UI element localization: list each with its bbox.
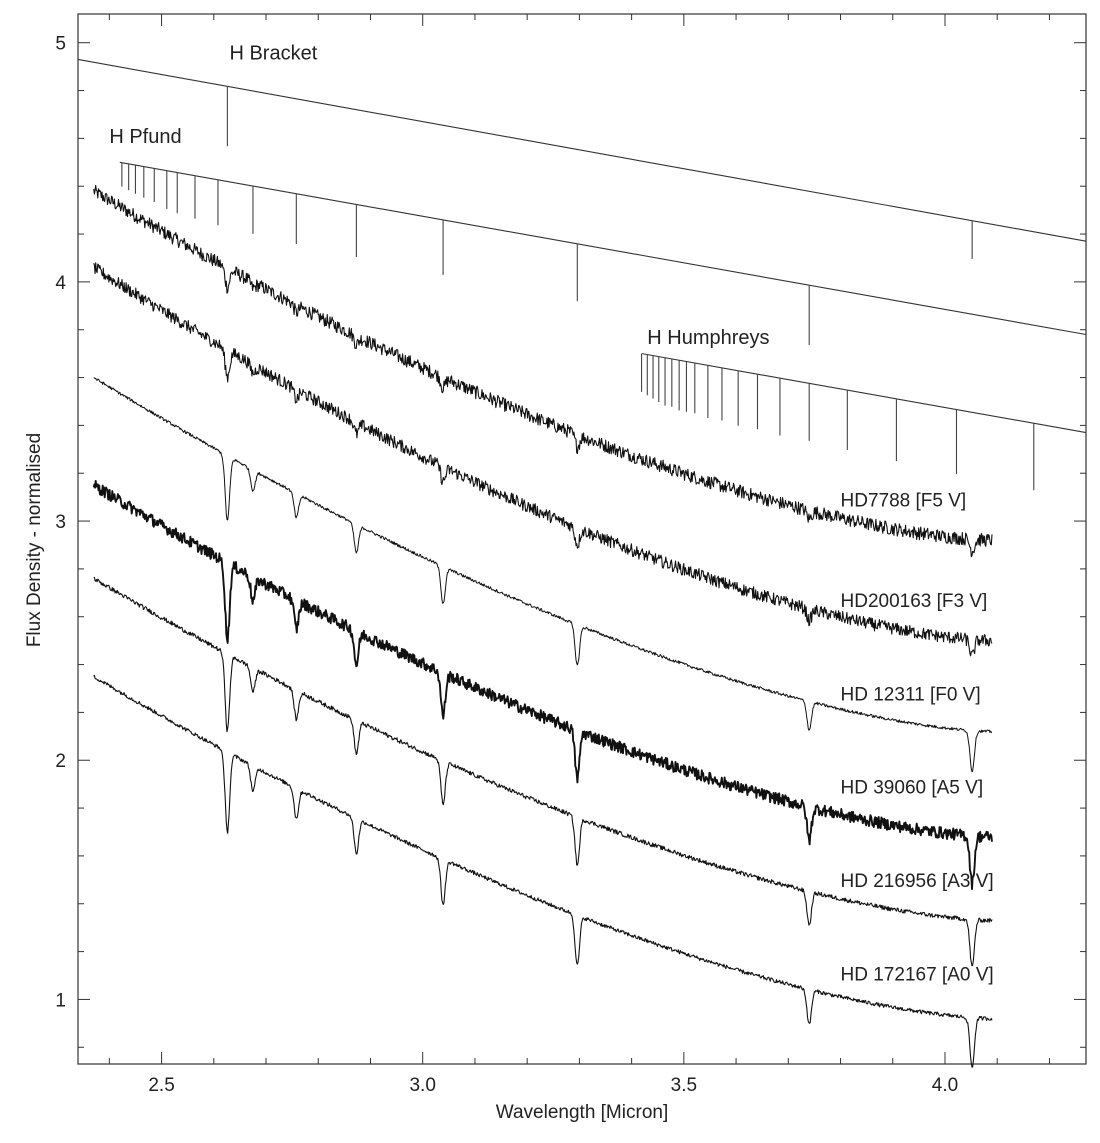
x-tick-label: 3.0 xyxy=(409,1075,435,1096)
spectrum-line xyxy=(93,377,993,773)
spectrum-line xyxy=(92,479,993,891)
series-label: HD 216956 [A3 V] xyxy=(841,871,994,892)
y-tick-label: 1 xyxy=(55,990,66,1011)
series-label: HD 39060 [A5 V] xyxy=(841,778,984,799)
spectrum-line xyxy=(93,262,993,657)
x-tick-label: 4.0 xyxy=(932,1075,958,1096)
x-tick-label: 3.5 xyxy=(671,1075,697,1096)
y-axis-title: Flux Density - normalised xyxy=(24,433,45,647)
x-tick-label: 2.5 xyxy=(148,1075,174,1096)
series-label: HD200163 [F3 V] xyxy=(841,591,988,612)
y-tick-label: 3 xyxy=(55,512,66,533)
humphreys-label: H Humphreys xyxy=(647,327,769,349)
bracket-series-line xyxy=(77,58,1087,242)
spectra-series xyxy=(92,185,993,1068)
series-label: HD 12311 [F0 V] xyxy=(841,684,981,705)
plot-border xyxy=(77,13,1087,1065)
spectrum-line xyxy=(93,185,993,558)
spectrum-line xyxy=(93,576,993,967)
plot-frame xyxy=(77,13,1087,1065)
series-label: HD7788 [F5 V] xyxy=(841,491,967,512)
hydrogen-series-markers: H Bracket H Pfund H Humphreys xyxy=(77,42,1087,491)
axis-ticks: 2.5 3.0 3.5 4.0 1 2 3 4 5 xyxy=(55,14,1086,1096)
pfund-label: H Pfund xyxy=(109,126,181,148)
spectrum-line xyxy=(93,674,993,1068)
y-tick-label: 5 xyxy=(55,34,66,55)
series-labels: HD7788 [F5 V] HD200163 [F3 V] HD 12311 [F0… xyxy=(841,491,994,986)
bracket-label: H Bracket xyxy=(229,42,317,64)
pfund-series-line xyxy=(119,161,1087,336)
x-axis-title: Wavelength [Micron] xyxy=(496,1102,668,1123)
humphreys-series-line xyxy=(641,353,1087,434)
y-tick-label: 4 xyxy=(55,273,66,294)
series-label: HD 172167 [A0 V] xyxy=(841,964,994,985)
y-tick-label: 2 xyxy=(55,751,66,772)
